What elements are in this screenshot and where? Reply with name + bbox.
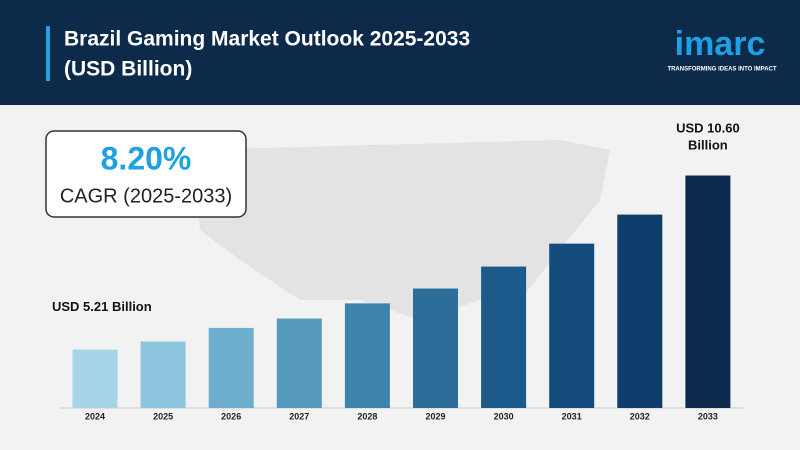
x-tick-label: 2030 [494,411,514,421]
bar [276,318,322,408]
bar [344,303,390,408]
bar [413,288,458,408]
chart-title: Brazil Gaming Market Outlook 2025-2033 [64,28,470,51]
data-label: USD 10.60 Billion [676,121,740,153]
bar [481,266,527,408]
bar [549,243,595,408]
x-tick-label: 2029 [425,411,445,421]
brand-tagline: TRANSFORMING IDEAS INTO IMPACT [667,67,776,73]
header-accent [46,26,50,81]
bar [208,327,254,408]
x-tick-label: 2024 [85,411,105,421]
cagr-box [45,130,247,218]
header [0,0,800,105]
bar [72,349,118,408]
x-tick-label: 2027 [289,411,309,421]
x-tick-label: 2026 [221,411,241,421]
chart-subtitle: (USD Billion) [64,58,192,81]
x-tick-label: 2033 [698,411,718,421]
x-tick-label: 2032 [630,411,650,421]
brand-logo: imarc [675,25,766,63]
x-tick-label: 2025 [153,411,173,421]
cagr-value: 8.20% [101,140,192,176]
cagr-label: CAGR (2025-2033) [60,185,232,207]
data-label: USD 5.21 Billion [52,299,152,314]
bar [140,341,186,408]
bar [685,175,731,408]
x-tick-label: 2028 [357,411,377,421]
bar [617,214,663,408]
x-tick-label: 2031 [562,411,582,421]
